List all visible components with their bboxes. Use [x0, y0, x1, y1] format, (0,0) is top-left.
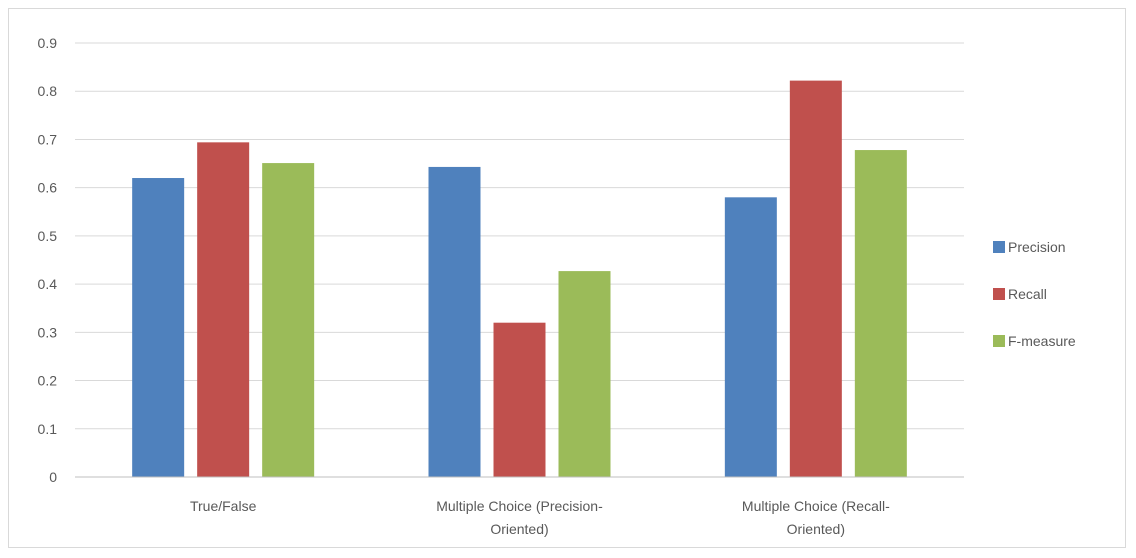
legend-swatch	[993, 288, 1005, 300]
legend: Precision Recall F-measure	[993, 239, 1076, 349]
y-tick-label: 0.2	[38, 373, 58, 389]
chart-area: 0 0.1 0.2 0.3 0.4 0.5 0.6 0.7 0.8 0.9 True/False M…	[8, 8, 1126, 548]
x-category-label: Multiple Choice (Precision-	[436, 498, 603, 514]
y-tick-label: 0.1	[38, 421, 58, 437]
bar-f-measure	[854, 150, 907, 477]
legend-label: Recall	[1008, 286, 1047, 302]
y-axis-ticks: 0 0.1 0.2 0.3 0.4 0.5 0.6 0.7 0.8 0.9	[38, 35, 58, 485]
x-category-label: Oriented)	[787, 521, 845, 537]
bar-f-measure	[558, 271, 611, 477]
y-tick-label: 0.5	[38, 228, 58, 244]
legend-swatch	[993, 241, 1005, 253]
x-category-label: True/False	[190, 498, 257, 514]
y-tick-label: 0.7	[38, 131, 58, 147]
y-tick-label: 0.8	[38, 83, 58, 99]
y-tick-label: 0.4	[38, 276, 58, 292]
bar-precision	[724, 197, 777, 478]
bar-chart: 0 0.1 0.2 0.3 0.4 0.5 0.6 0.7 0.8 0.9 True/False M…	[38, 35, 1076, 537]
legend-swatch	[993, 335, 1005, 347]
x-category-label: Oriented)	[490, 521, 548, 537]
bar-precision	[132, 178, 185, 477]
legend-label: F-measure	[1008, 333, 1076, 349]
bar-precision	[428, 166, 481, 478]
bar-recall	[789, 80, 842, 477]
y-tick-label: 0.3	[38, 324, 58, 340]
x-axis-category-labels: True/False Multiple Choice (Precision- Ori…	[190, 498, 890, 537]
bar-recall	[197, 142, 250, 478]
x-category-label: Multiple Choice (Recall-	[742, 498, 890, 514]
y-tick-label: 0.9	[38, 35, 58, 51]
bar-recall	[493, 322, 546, 477]
bars	[132, 80, 907, 478]
y-tick-label: 0	[49, 469, 57, 485]
y-tick-label: 0.6	[38, 180, 58, 196]
legend-label: Precision	[1008, 239, 1066, 255]
bar-f-measure	[262, 163, 315, 477]
